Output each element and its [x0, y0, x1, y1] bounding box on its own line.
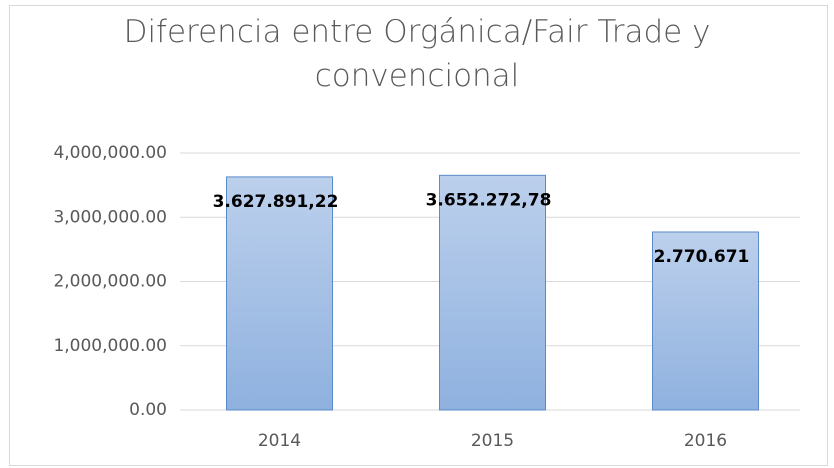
data-label: 3.652.272,78 — [426, 190, 552, 210]
x-tick-label: 2015 — [471, 431, 514, 451]
x-tick-label: 2016 — [684, 431, 727, 451]
y-tick-label: 1,000,000.00 — [53, 336, 167, 356]
y-tick-label: 0.00 — [129, 400, 167, 420]
x-tick-label: 2014 — [258, 431, 301, 451]
bar — [226, 176, 333, 411]
y-tick-label: 2,000,000.00 — [53, 272, 167, 292]
bar — [652, 231, 759, 411]
y-tick-label: 4,000,000.00 — [53, 143, 167, 163]
chart-border — [9, 5, 828, 466]
y-tick-label: 3,000,000.00 — [53, 207, 167, 227]
chart-title: Diferencia entre Orgánica/Fair Trade y c… — [123, 14, 711, 94]
data-label: 3.627.891,22 — [213, 192, 339, 212]
bar — [439, 174, 546, 411]
data-label: 2.770.671 — [654, 247, 750, 267]
